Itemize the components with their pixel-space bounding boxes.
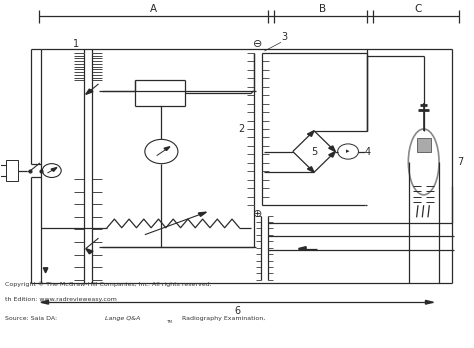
Polygon shape: [86, 248, 93, 254]
Polygon shape: [299, 247, 306, 251]
Polygon shape: [308, 167, 314, 172]
Polygon shape: [328, 146, 335, 151]
Bar: [417, 138, 431, 151]
Text: 1: 1: [73, 39, 79, 49]
Text: th Edition: www.radrevieweasy.com: th Edition: www.radrevieweasy.com: [5, 297, 117, 302]
Text: 2: 2: [238, 124, 244, 134]
Text: 4: 4: [364, 147, 370, 157]
Text: ⊖: ⊖: [253, 39, 263, 49]
Text: B: B: [319, 3, 326, 14]
Polygon shape: [164, 147, 170, 151]
Text: Copyright © The McGraw-Hill Companies, Inc. All rights reserved.: Copyright © The McGraw-Hill Companies, I…: [5, 282, 212, 287]
Polygon shape: [41, 300, 48, 304]
Text: Lange Q&A: Lange Q&A: [105, 316, 140, 321]
Text: ▸: ▸: [346, 149, 350, 155]
Text: ⊕: ⊕: [253, 209, 263, 219]
Polygon shape: [51, 167, 57, 171]
Bar: [6, 160, 18, 181]
Text: 6: 6: [234, 307, 240, 316]
Text: 5: 5: [311, 147, 317, 157]
Text: 3: 3: [281, 32, 287, 42]
Polygon shape: [426, 300, 433, 304]
Text: Radiography Examination,: Radiography Examination,: [180, 316, 265, 321]
Text: C: C: [414, 3, 421, 14]
Text: A: A: [150, 3, 157, 14]
Polygon shape: [328, 151, 335, 157]
Text: Source: Saia DA:: Source: Saia DA:: [5, 316, 60, 321]
Text: 7: 7: [457, 157, 463, 167]
Polygon shape: [43, 268, 48, 273]
Polygon shape: [308, 131, 314, 136]
Polygon shape: [86, 89, 93, 94]
Text: TM: TM: [166, 319, 172, 324]
Polygon shape: [198, 212, 206, 216]
